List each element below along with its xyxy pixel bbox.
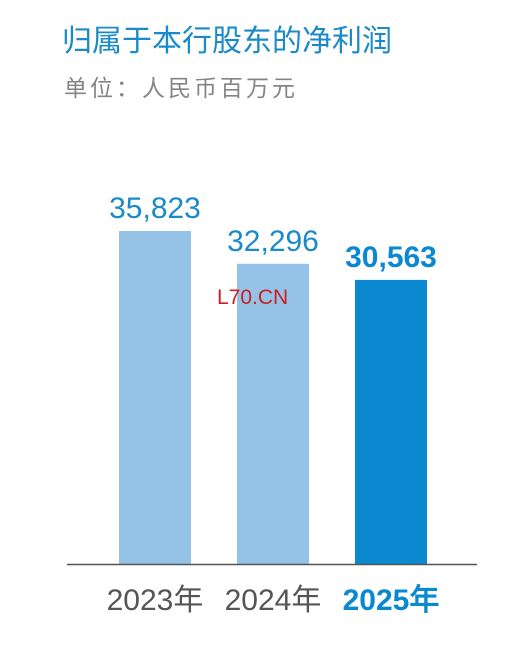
bar-1 [119, 231, 191, 564]
chart-title: 归属于本行股东的净利润 [62, 24, 392, 59]
x-tick-label-3: 2025年 [343, 584, 440, 617]
data-label-1: 35,823 [109, 192, 201, 225]
data-label-2: 32,296 [227, 225, 319, 258]
chart-subtitle: 单位：人民币百万元 [64, 76, 298, 102]
x-tick-label-2: 2024年 [225, 584, 322, 617]
bar-3 [355, 279, 427, 564]
data-label-3: 30,563 [345, 241, 437, 274]
bar-2 [237, 263, 309, 564]
x-tick-label-1: 2023年 [107, 584, 204, 617]
watermark-text: L70.CN [217, 286, 289, 309]
